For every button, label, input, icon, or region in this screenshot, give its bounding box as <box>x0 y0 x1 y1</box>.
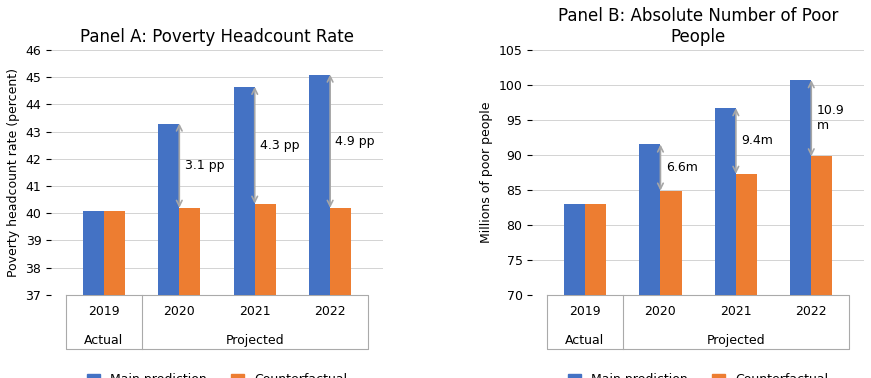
Text: Projected: Projected <box>706 334 765 347</box>
Text: 2019: 2019 <box>88 305 119 318</box>
Bar <box>179 208 200 378</box>
Bar <box>104 211 125 378</box>
Text: 4.3 pp: 4.3 pp <box>260 139 300 152</box>
Bar <box>564 204 585 378</box>
Text: 2021: 2021 <box>239 305 271 318</box>
Bar <box>715 108 736 378</box>
Bar <box>233 87 254 378</box>
Bar <box>309 74 330 378</box>
Text: 6.6m: 6.6m <box>665 161 698 174</box>
Text: Projected: Projected <box>226 334 284 347</box>
Text: 3.1 pp: 3.1 pp <box>185 159 224 172</box>
Bar <box>811 156 833 378</box>
Y-axis label: Poverty headcount rate (percent): Poverty headcount rate (percent) <box>7 68 20 277</box>
Text: Actual: Actual <box>84 334 124 347</box>
Bar <box>83 211 104 378</box>
Text: 2020: 2020 <box>645 305 676 318</box>
Bar <box>660 191 681 378</box>
Text: 2022: 2022 <box>314 305 346 318</box>
Text: 2020: 2020 <box>164 305 195 318</box>
Text: 2021: 2021 <box>720 305 752 318</box>
Title: Panel A: Poverty Headcount Rate: Panel A: Poverty Headcount Rate <box>80 28 354 46</box>
Bar <box>254 204 276 378</box>
Bar <box>330 208 351 378</box>
Bar <box>736 174 757 378</box>
Text: Actual: Actual <box>565 334 604 347</box>
Bar <box>639 144 660 378</box>
Legend: Main prediction, Counterfactual: Main prediction, Counterfactual <box>82 369 352 378</box>
Text: 2019: 2019 <box>570 305 601 318</box>
Legend: Main prediction, Counterfactual: Main prediction, Counterfactual <box>564 369 833 378</box>
Text: 10.9
m: 10.9 m <box>816 104 844 132</box>
Text: 2022: 2022 <box>795 305 827 318</box>
Text: 4.9 pp: 4.9 pp <box>335 135 375 148</box>
Bar <box>159 124 179 378</box>
Title: Panel B: Absolute Number of Poor
People: Panel B: Absolute Number of Poor People <box>558 7 838 46</box>
Text: 9.4m: 9.4m <box>741 135 773 147</box>
Y-axis label: Millions of poor people: Millions of poor people <box>480 102 493 243</box>
Bar <box>790 80 811 378</box>
Bar <box>585 204 606 378</box>
